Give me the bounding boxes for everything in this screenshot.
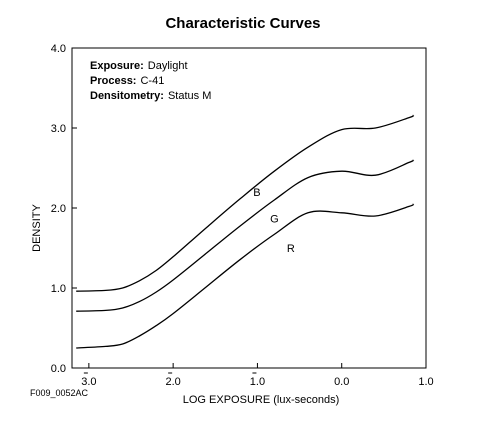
y-tick-label: 3.0 (51, 123, 66, 135)
chart-title: Characteristic Curves (165, 15, 320, 32)
curve-b (76, 114, 415, 292)
info-value: Status M (168, 90, 211, 102)
y-tick-label: 4.0 (51, 43, 66, 55)
info-key: Process: (90, 75, 136, 87)
curves: B G R (76, 114, 415, 349)
info-row: Process: C-41 (90, 75, 164, 87)
curve-label-b: B (253, 187, 260, 199)
y-tick-label: 1.0 (51, 283, 66, 295)
curve-g (76, 159, 415, 312)
info-row: Exposure: Daylight (90, 60, 188, 72)
info-row: Densitometry: Status M (90, 90, 211, 102)
x-tick-label: 1.0 (418, 376, 433, 388)
x-tick-label: 2.0 (165, 376, 180, 388)
figure-id: F009_0052AC (30, 388, 89, 398)
info-value: C-41 (140, 75, 164, 87)
curve-label-g: G (270, 213, 279, 225)
y-axis-label: DENSITY (31, 204, 43, 252)
x-axis-ticks: 3.0 2.0 1.0 0.0 1.0 (81, 363, 434, 388)
info-box: Exposure: Daylight Process: C-41 Densitometr… (90, 60, 211, 102)
x-tick-label: 0.0 (334, 376, 349, 388)
y-tick-label: 0.0 (51, 363, 66, 375)
y-axis-ticks: 0.0 1.0 2.0 3.0 4.0 (51, 43, 77, 375)
info-key: Densitometry: (90, 90, 164, 102)
curve-label-r: R (287, 243, 295, 255)
info-value: Daylight (148, 60, 188, 72)
curve-r (76, 203, 415, 349)
info-key: Exposure: (90, 60, 144, 72)
x-axis-label: LOG EXPOSURE (lux-seconds) (183, 394, 340, 406)
x-tick-label: 1.0 (250, 376, 265, 388)
x-tick-label: 3.0 (81, 376, 96, 388)
y-tick-label: 2.0 (51, 203, 66, 215)
